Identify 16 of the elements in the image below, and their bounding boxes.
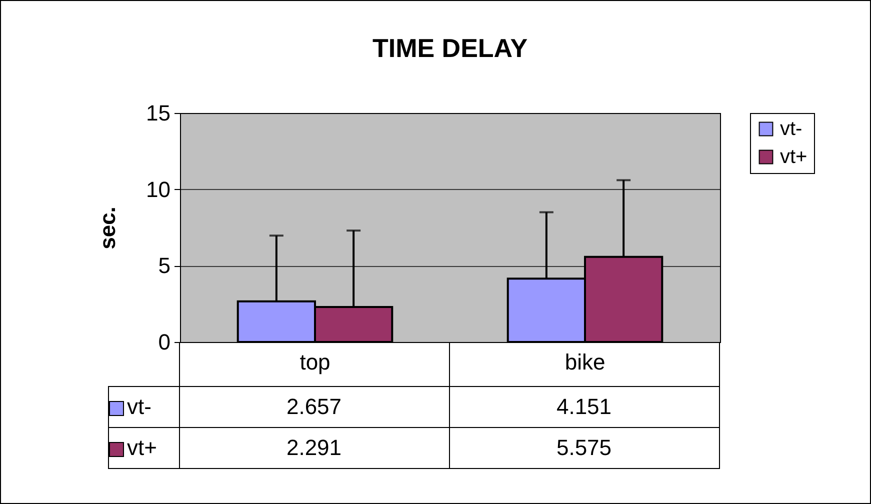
data-label: 2.657 bbox=[179, 386, 449, 428]
legend-label: vt- bbox=[108, 386, 179, 428]
x-tick-label: top bbox=[300, 350, 330, 374]
y-tick-label: 0 bbox=[158, 330, 170, 354]
text: vt+ bbox=[127, 435, 157, 460]
data-label: 5.575 bbox=[449, 428, 719, 468]
text: vt- bbox=[780, 118, 802, 140]
x-tick-label: bike bbox=[564, 350, 606, 374]
legend-label: vt+ bbox=[780, 146, 808, 168]
data-label: 2.291 bbox=[179, 428, 449, 468]
chart-title: TIME DELAY bbox=[372, 33, 528, 63]
y-tick-label: 15 bbox=[146, 100, 170, 126]
data-label: 4.151 bbox=[449, 386, 719, 428]
y-axis-title: sec. bbox=[95, 206, 120, 250]
y-tick-label: 10 bbox=[146, 176, 170, 202]
y-tick-label: 5 bbox=[158, 253, 170, 278]
